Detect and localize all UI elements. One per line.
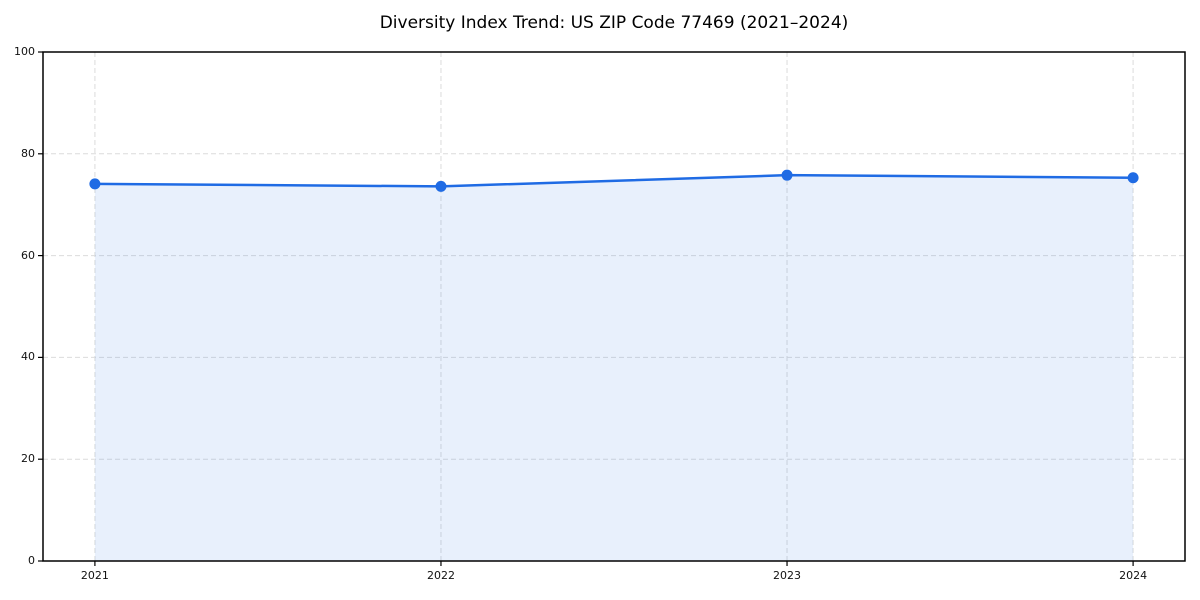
area-fill <box>94 175 1134 562</box>
y-tick-label: 100 <box>14 45 35 58</box>
x-tick-label: 2021 <box>80 569 109 582</box>
data-point-marker <box>89 178 101 190</box>
data-point-marker <box>1127 172 1139 184</box>
y-tick-label: 80 <box>21 146 35 160</box>
y-tick-label: 60 <box>21 248 35 262</box>
data-point-marker <box>781 169 793 181</box>
area-fill-shape <box>94 175 1134 562</box>
axes-spines <box>42 51 1186 562</box>
y-tick-label: 0 <box>28 554 35 567</box>
y-tick-label: 20 <box>21 452 35 466</box>
axes-frame <box>42 51 1186 562</box>
x-tick-label: 2023 <box>773 569 802 582</box>
x-tick-label: 2024 <box>1119 569 1148 582</box>
data-points <box>89 169 1139 192</box>
axis-ticks <box>38 51 1134 566</box>
chart-title: Diversity Index Trend: US ZIP Code 77469… <box>379 13 849 33</box>
x-tick-label: 2022 <box>426 569 455 582</box>
trend-line <box>93 173 1135 188</box>
data-point-marker <box>435 180 447 192</box>
y-tick-label: 40 <box>21 350 35 364</box>
trend-line-path <box>93 173 1135 188</box>
